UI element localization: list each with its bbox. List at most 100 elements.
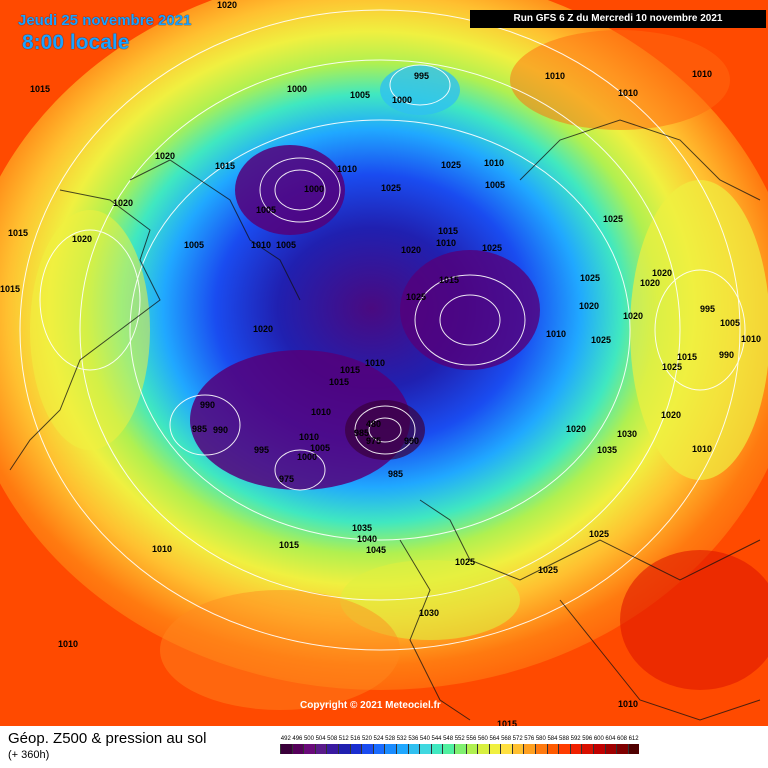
pressure-label: 985 bbox=[192, 424, 207, 434]
pressure-label: 1020 bbox=[640, 278, 660, 288]
scale-tick-label: 512 bbox=[338, 736, 349, 742]
scale-swatch bbox=[477, 744, 489, 754]
pressure-label: 1035 bbox=[352, 523, 372, 533]
pressure-label: 1030 bbox=[617, 429, 637, 439]
scale-entry: 560 bbox=[477, 735, 489, 754]
scale-swatch bbox=[535, 744, 547, 754]
pressure-label: 1015 bbox=[438, 226, 458, 236]
weather-map: 1020 1015 995 1010 1005 1000 1010 1010 1… bbox=[0, 0, 768, 726]
pressure-label: 1025 bbox=[662, 362, 682, 372]
pressure-label: 1015 bbox=[215, 161, 235, 171]
pressure-label: 1000 bbox=[287, 84, 307, 94]
scale-entry: 552 bbox=[453, 735, 466, 754]
scale-tick-label: 556 bbox=[466, 736, 477, 742]
scale-entry: 544 bbox=[430, 735, 443, 754]
scale-swatch bbox=[523, 744, 536, 754]
pressure-label: 995 bbox=[254, 445, 269, 455]
pressure-label: 1000 bbox=[392, 95, 412, 105]
isobars bbox=[19, 9, 746, 651]
geopotential-field bbox=[0, 0, 768, 690]
scale-entry: 492 bbox=[280, 735, 292, 754]
scale-swatch bbox=[337, 744, 350, 754]
low-pressure-core bbox=[400, 250, 540, 370]
pressure-label: 1020 bbox=[253, 324, 273, 334]
pressure-label: 1010 bbox=[58, 639, 78, 649]
scale-tick-label: 600 bbox=[593, 736, 604, 742]
scale-swatch bbox=[384, 744, 396, 754]
scale-tick-label: 552 bbox=[454, 736, 465, 742]
pressure-label: 1025 bbox=[603, 214, 623, 224]
scale-tick-label: 528 bbox=[385, 736, 396, 742]
pressure-label: 1000 bbox=[304, 184, 324, 194]
pressure-label: 990 bbox=[719, 350, 734, 360]
scale-tick-label: 492 bbox=[280, 736, 291, 742]
scale-tick-label: 588 bbox=[559, 736, 570, 742]
pressure-label: 1005 bbox=[350, 90, 370, 100]
pressure-label: 1025 bbox=[381, 183, 401, 193]
low-pressure-core bbox=[345, 400, 425, 460]
pressure-label: 1020 bbox=[72, 234, 92, 244]
scale-entry: 532 bbox=[395, 735, 408, 754]
scale-entry: 588 bbox=[558, 735, 570, 754]
scale-swatch bbox=[395, 744, 408, 754]
scale-entry: 568 bbox=[500, 735, 512, 754]
scale-tick-label: 536 bbox=[408, 736, 419, 742]
scale-swatch bbox=[280, 744, 292, 754]
scale-swatch bbox=[361, 744, 373, 754]
scale-entry: 564 bbox=[488, 735, 501, 754]
pressure-label: 1015 bbox=[30, 84, 50, 94]
scale-entry: 516 bbox=[349, 735, 362, 754]
pressure-label: 1005 bbox=[485, 180, 505, 190]
pressure-label: 990 bbox=[404, 436, 419, 446]
scale-tick-label: 508 bbox=[327, 736, 338, 742]
pressure-label: 1035 bbox=[597, 445, 617, 455]
pressure-label: 1015 bbox=[677, 352, 697, 362]
pressure-label: 1005 bbox=[720, 318, 740, 328]
pressure-label: 1020 bbox=[217, 0, 237, 10]
pressure-label: 1005 bbox=[184, 240, 204, 250]
pressure-label: 1020 bbox=[579, 301, 599, 311]
scale-tick-label: 584 bbox=[547, 736, 558, 742]
low-pressure-core bbox=[235, 145, 345, 235]
scale-entry: 556 bbox=[465, 735, 478, 754]
scale-tick-label: 520 bbox=[361, 736, 372, 742]
scale-entry: 520 bbox=[361, 735, 373, 754]
pressure-label: 1010 bbox=[692, 69, 712, 79]
scale-tick-label: 544 bbox=[431, 736, 442, 742]
scale-entry: 536 bbox=[407, 735, 420, 754]
pressure-label: 1010 bbox=[299, 432, 319, 442]
scale-entry: 524 bbox=[372, 735, 385, 754]
pressure-label: 1015 bbox=[439, 275, 459, 285]
pressure-label: 1010 bbox=[311, 407, 331, 417]
scale-swatch bbox=[326, 744, 338, 754]
pressure-label: 1045 bbox=[366, 545, 386, 555]
scale-swatch bbox=[546, 744, 559, 754]
pressure-label: 1020 bbox=[661, 410, 681, 420]
scale-entry: 528 bbox=[384, 735, 396, 754]
pressure-label: 990 bbox=[200, 400, 215, 410]
scale-tick-label: 500 bbox=[303, 736, 314, 742]
pressure-label: 1025 bbox=[441, 160, 461, 170]
pressure-label: 1025 bbox=[589, 529, 609, 539]
scale-tick-label: 596 bbox=[582, 736, 593, 742]
scale-entry: 600 bbox=[593, 735, 605, 754]
scale-swatch bbox=[314, 744, 327, 754]
forecast-date: Jeudi 25 novembre 2021 bbox=[18, 12, 192, 29]
pressure-label: 1015 bbox=[279, 540, 299, 550]
scale-tick-label: 608 bbox=[617, 736, 628, 742]
pressure-label: 1040 bbox=[357, 534, 377, 544]
scale-entry: 572 bbox=[511, 735, 524, 754]
scale-entry: 548 bbox=[442, 735, 454, 754]
scale-swatch bbox=[442, 744, 454, 754]
scale-swatch bbox=[604, 744, 617, 754]
pressure-label: 990 bbox=[213, 425, 228, 435]
pressure-label: 1000 bbox=[297, 452, 317, 462]
pressure-label: 1015 bbox=[0, 284, 20, 294]
scale-tick-label: 592 bbox=[570, 736, 581, 742]
pressure-label: 1010 bbox=[436, 238, 456, 248]
pressure-label: 1010 bbox=[546, 329, 566, 339]
scale-tick-label: 504 bbox=[315, 736, 326, 742]
pressure-label: 995 bbox=[700, 304, 715, 314]
pressure-label: 1025 bbox=[591, 335, 611, 345]
pressure-label: 1025 bbox=[406, 292, 426, 302]
